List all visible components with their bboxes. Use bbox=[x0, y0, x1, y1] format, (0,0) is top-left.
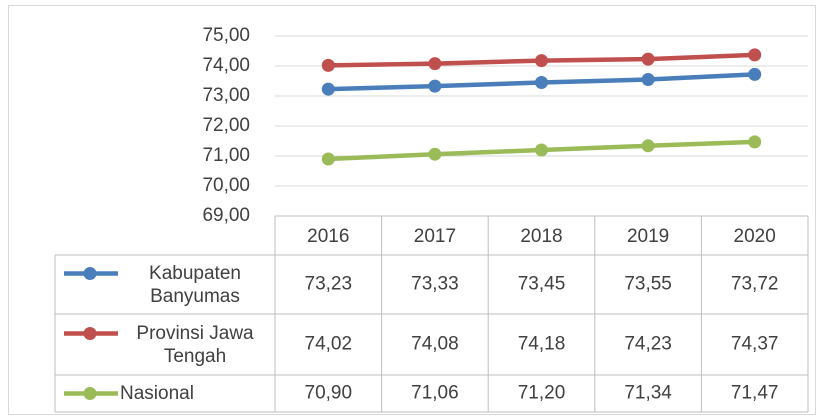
data-label: 71,34 bbox=[624, 383, 672, 404]
data-label: 73,72 bbox=[731, 274, 779, 295]
data-label: 74,02 bbox=[305, 334, 353, 355]
legend-label-box: Nasional bbox=[120, 375, 274, 412]
data-label: 71,20 bbox=[518, 383, 566, 404]
legend-label-wrap: Provinsi Jawa Tengah bbox=[120, 314, 274, 375]
legend-label: Provinsi Jawa Tengah bbox=[136, 322, 254, 367]
y-tick-label: 75,00 bbox=[202, 25, 250, 46]
x-tick-label: 2018 bbox=[520, 226, 562, 247]
legend-label-wrap: Nasional bbox=[120, 375, 274, 412]
data-label: 73,33 bbox=[411, 274, 459, 295]
y-tick-label: 70,00 bbox=[202, 175, 250, 196]
x-tick-label: 2019 bbox=[627, 226, 669, 247]
data-label: 74,18 bbox=[518, 334, 566, 355]
data-point bbox=[641, 52, 655, 66]
data-point bbox=[428, 79, 442, 93]
data-point bbox=[535, 143, 548, 157]
data-point bbox=[641, 139, 655, 153]
legend-label: Nasional bbox=[120, 383, 194, 404]
data-point bbox=[428, 57, 442, 71]
legend-label: Kabupaten Banyumas bbox=[149, 262, 241, 307]
data-point bbox=[535, 54, 548, 68]
chart-border bbox=[8, 5, 816, 415]
y-tick-label: 73,00 bbox=[202, 85, 250, 106]
data-point bbox=[748, 135, 762, 149]
legend-label-box: Provinsi Jawa Tengah bbox=[120, 314, 274, 375]
data-label: 71,47 bbox=[731, 383, 779, 404]
data-label: 74,23 bbox=[624, 334, 672, 355]
x-tick-label: 2016 bbox=[307, 226, 349, 247]
legend-marker bbox=[83, 267, 97, 280]
legend-marker bbox=[83, 387, 97, 400]
data-label: 71,06 bbox=[411, 383, 459, 404]
x-tick-label: 2020 bbox=[734, 226, 776, 247]
data-label: 70,90 bbox=[305, 383, 353, 404]
data-point bbox=[321, 152, 335, 166]
data-label: 74,37 bbox=[731, 334, 779, 355]
data-point bbox=[428, 147, 442, 161]
legend-label-box: Kabupaten Banyumas bbox=[120, 255, 274, 314]
data-label: 74,08 bbox=[411, 334, 459, 355]
data-label: 73,55 bbox=[624, 274, 672, 295]
y-tick-label: 74,00 bbox=[202, 55, 250, 76]
data-label: 73,23 bbox=[305, 274, 353, 295]
y-tick-label: 72,00 bbox=[202, 115, 250, 136]
x-tick-label: 2017 bbox=[414, 226, 456, 247]
legend-label-wrap: Kabupaten Banyumas bbox=[120, 255, 274, 314]
data-point bbox=[321, 58, 335, 72]
data-point bbox=[535, 76, 548, 89]
data-point bbox=[321, 82, 335, 96]
data-point bbox=[641, 73, 655, 86]
data-label: 73,45 bbox=[518, 274, 566, 295]
y-tick-label: 69,00 bbox=[202, 205, 250, 226]
data-point bbox=[748, 67, 762, 81]
legend-marker bbox=[83, 327, 97, 340]
data-point bbox=[748, 48, 762, 62]
y-tick-label: 71,00 bbox=[202, 145, 250, 166]
